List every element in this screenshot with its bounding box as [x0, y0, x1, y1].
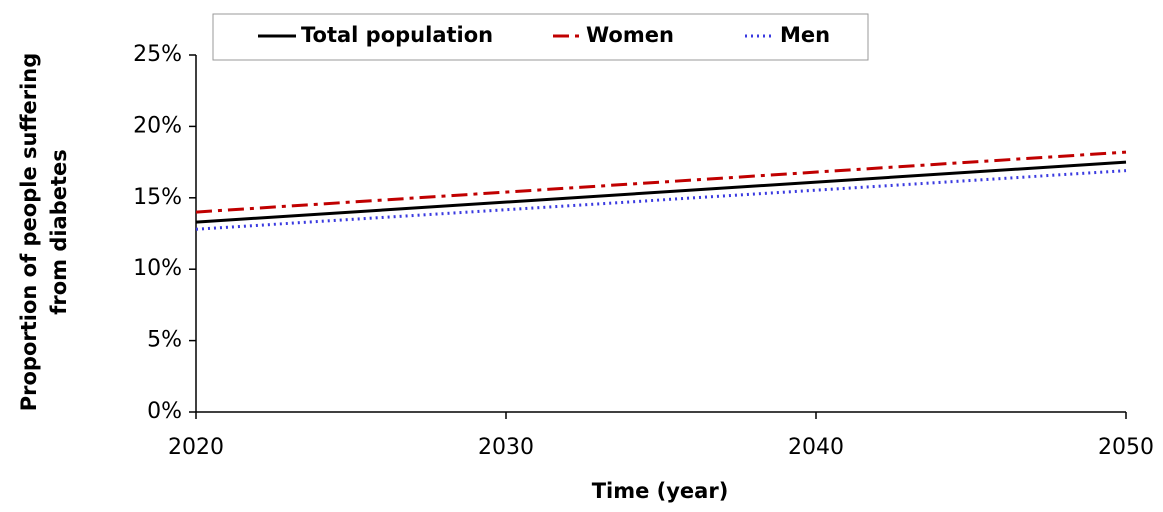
y-tick-label: 10%	[133, 256, 182, 281]
series-line	[195, 169, 1127, 231]
legend-label: Men	[780, 23, 830, 47]
x-tick-label: 2040	[788, 435, 844, 460]
y-tick-label: 0%	[147, 399, 182, 424]
legend-label: Total population	[301, 23, 493, 47]
x-axis-label: Time (year)	[592, 479, 729, 503]
y-tick-label: 20%	[133, 113, 182, 138]
y-tick-label: 5%	[147, 328, 182, 353]
series-line	[195, 150, 1127, 214]
y-tick-label: 25%	[133, 42, 182, 67]
x-tick-label: 2020	[168, 435, 224, 460]
y-axis-label-line: Proportion of people suffering	[17, 53, 41, 412]
series-line	[195, 160, 1127, 224]
x-tick-label: 2030	[478, 435, 534, 460]
legend-label: Women	[586, 23, 674, 47]
x-tick-label: 2050	[1098, 435, 1154, 460]
y-axis-label-line: from diabetes	[47, 149, 71, 315]
y-tick-label: 15%	[133, 185, 182, 210]
y-axis-label: Proportion of people suffering from diab…	[17, 53, 71, 412]
